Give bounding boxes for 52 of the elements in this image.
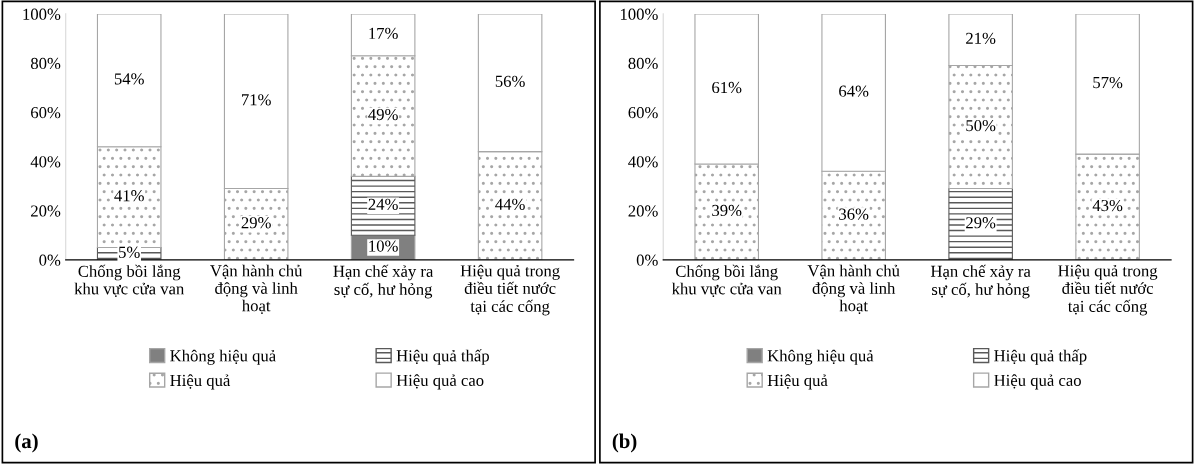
y-tick-label: 100% [620, 8, 658, 20]
bar [350, 175, 416, 236]
data-label: 39% [712, 204, 742, 217]
y-tick-label: 20% [31, 205, 61, 217]
data-label: 50% [966, 119, 996, 132]
data-label: 56% [495, 75, 525, 87]
data-label: 24% [368, 198, 398, 210]
legend-label: Hiệu quả [767, 374, 828, 390]
legend-label: Hiệu quả cao [994, 374, 1081, 390]
legend-label: Không hiệu quả [767, 349, 874, 365]
y-tick-label: 0% [39, 254, 61, 266]
bar [948, 187, 1013, 260]
y-tick-label: 60% [628, 106, 658, 119]
y-tick-label: 80% [628, 57, 658, 70]
legend-label: Hiệu quả cao [396, 374, 484, 390]
x-tick-label: Hiệu quả trong điều tiết nước tại các cống [1058, 264, 1158, 316]
data-label: 43% [1092, 199, 1123, 212]
data-label: 36% [839, 208, 869, 220]
y-tick-label: 40% [628, 156, 658, 168]
legend-label: Hiệu quả [170, 374, 231, 390]
text: (a) [15, 433, 38, 453]
x-tick-label: Vận hành chủ động và linh hoạt [807, 264, 900, 314]
y-tick-label: 80% [30, 57, 61, 70]
y-tick-label: 20% [628, 205, 658, 217]
y-tick-label: 100% [23, 8, 61, 20]
data-label: 41% [114, 190, 144, 202]
y-tick-label: 60% [31, 106, 61, 119]
data-label: 54% [114, 73, 144, 85]
data-label: 64% [839, 85, 869, 97]
data-label: 49% [368, 108, 398, 121]
data-label: 17% [369, 27, 398, 40]
y-tick-label: 40% [30, 156, 61, 168]
data-label: 44% [495, 198, 525, 210]
data-label: 61% [712, 81, 742, 94]
data-label: 29% [966, 217, 996, 229]
x-tick-label: Hiệu quả trong điều tiết nước tại các cống [460, 264, 560, 316]
legend-label: Hiệu quả thấp [396, 349, 489, 365]
data-label: 21% [966, 32, 996, 44]
text: (b) [612, 433, 637, 453]
x-tick-label: Chống bồi lắng khu vực cửa van [74, 264, 185, 297]
legend-label: Hiệu quả thấp [994, 349, 1087, 365]
x-tick-label: Hạn chế xảy ra sự cố, hư hỏng [930, 264, 1031, 299]
data-label: 71% [242, 94, 271, 106]
data-label: 10% [369, 240, 398, 252]
y-tick-label: 0% [636, 254, 658, 266]
data-label: 5% [119, 246, 140, 258]
x-tick-label: Vận hành chủ động và linh hoạt [210, 264, 303, 314]
data-label: 29% [241, 217, 271, 229]
x-tick-label: Chống bồi lắng khu vực cửa van [671, 264, 782, 297]
x-tick-label: Hạn chế xảy ra sự cố, hư hỏng [333, 264, 434, 299]
legend-label: Không hiệu quả [170, 349, 276, 365]
data-label: 57% [1093, 76, 1123, 89]
